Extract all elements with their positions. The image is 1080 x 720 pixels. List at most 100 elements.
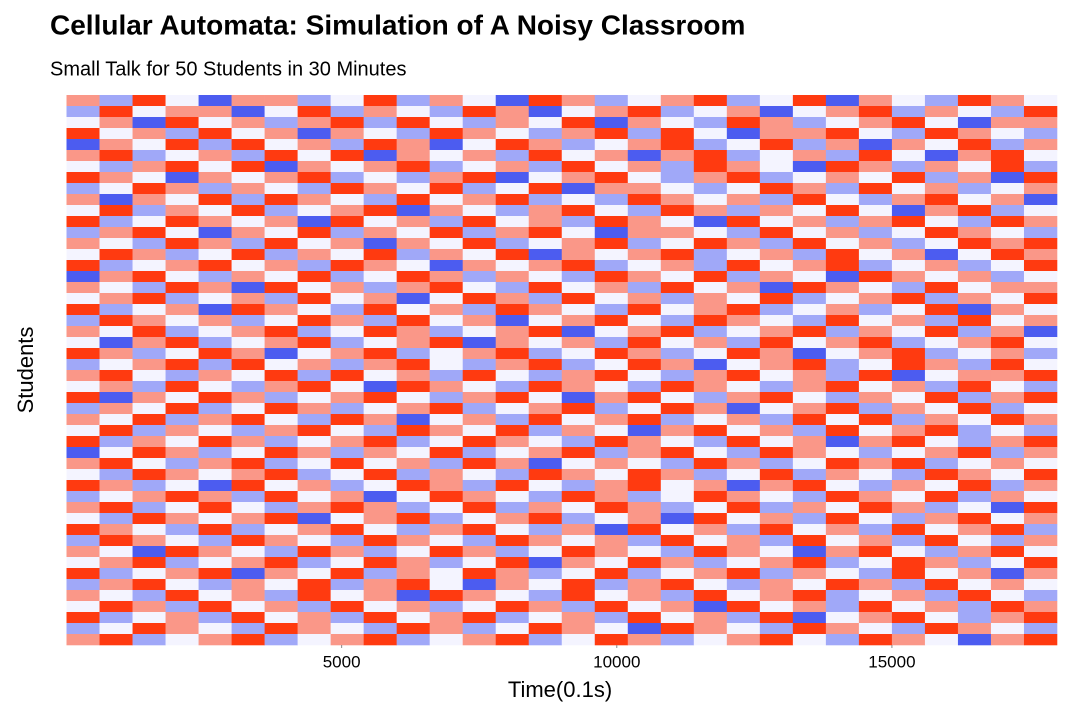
tile bbox=[858, 293, 893, 305]
tile bbox=[957, 238, 992, 250]
tile bbox=[759, 106, 794, 118]
tile bbox=[990, 623, 1025, 635]
tile bbox=[231, 172, 265, 184]
tile bbox=[891, 106, 926, 118]
tile bbox=[660, 150, 695, 162]
tile bbox=[660, 161, 695, 173]
tile bbox=[99, 359, 133, 371]
tile bbox=[858, 359, 893, 371]
tile bbox=[198, 326, 232, 338]
tile bbox=[429, 304, 464, 316]
tile bbox=[759, 293, 794, 305]
tile bbox=[924, 392, 959, 404]
tile bbox=[825, 95, 860, 107]
tile bbox=[231, 458, 265, 470]
tile bbox=[990, 634, 1025, 646]
tile bbox=[363, 161, 397, 173]
tile bbox=[858, 194, 893, 206]
tile bbox=[858, 634, 893, 646]
tile bbox=[693, 326, 728, 338]
tile bbox=[891, 623, 926, 635]
tile bbox=[363, 337, 397, 349]
tile bbox=[957, 535, 992, 547]
tile bbox=[990, 524, 1025, 536]
tile bbox=[495, 370, 530, 382]
tile bbox=[528, 106, 563, 118]
tile bbox=[858, 260, 893, 272]
tile bbox=[594, 315, 629, 327]
tile bbox=[165, 502, 199, 514]
tile bbox=[429, 282, 464, 294]
tile bbox=[462, 480, 497, 492]
tile bbox=[726, 414, 761, 426]
tile bbox=[99, 238, 133, 250]
tile bbox=[165, 436, 199, 448]
tile bbox=[924, 590, 959, 602]
tile bbox=[198, 381, 232, 393]
tile bbox=[792, 128, 827, 140]
tile bbox=[759, 612, 794, 624]
tile bbox=[726, 447, 761, 459]
tile bbox=[858, 381, 893, 393]
tile bbox=[594, 568, 629, 580]
tile bbox=[660, 95, 695, 107]
tile bbox=[594, 392, 629, 404]
tile bbox=[693, 546, 728, 558]
tile bbox=[165, 425, 199, 437]
tile bbox=[363, 634, 397, 646]
tile bbox=[165, 623, 199, 635]
tile bbox=[297, 271, 331, 283]
tile bbox=[825, 194, 860, 206]
tile bbox=[264, 326, 298, 338]
tile bbox=[792, 260, 827, 272]
tile bbox=[429, 194, 464, 206]
tile bbox=[99, 524, 133, 536]
tile bbox=[990, 172, 1025, 184]
tile bbox=[891, 304, 926, 316]
tile bbox=[231, 414, 265, 426]
tile bbox=[99, 128, 133, 140]
tile bbox=[627, 205, 662, 217]
tile bbox=[594, 535, 629, 547]
tile bbox=[396, 139, 430, 151]
tile bbox=[396, 238, 430, 250]
tile bbox=[891, 183, 926, 195]
tile bbox=[165, 513, 199, 525]
tile bbox=[990, 403, 1025, 415]
tile bbox=[363, 128, 397, 140]
tile bbox=[231, 326, 265, 338]
tile bbox=[231, 634, 265, 646]
tile bbox=[792, 370, 827, 382]
tile bbox=[165, 447, 199, 459]
tile bbox=[99, 106, 133, 118]
tile bbox=[495, 557, 530, 569]
tile bbox=[495, 348, 530, 360]
tile bbox=[66, 260, 100, 272]
tile bbox=[594, 260, 629, 272]
tile bbox=[330, 546, 364, 558]
tile bbox=[495, 260, 530, 272]
tile bbox=[891, 436, 926, 448]
tile bbox=[594, 502, 629, 514]
tile bbox=[990, 612, 1025, 624]
tile bbox=[297, 95, 331, 107]
tile bbox=[1023, 436, 1058, 448]
tile bbox=[330, 458, 364, 470]
tile bbox=[297, 205, 331, 217]
tile bbox=[330, 128, 364, 140]
tile bbox=[1023, 172, 1058, 184]
tile bbox=[363, 183, 397, 195]
tile bbox=[726, 502, 761, 514]
tile bbox=[363, 557, 397, 569]
tile bbox=[627, 348, 662, 360]
tile bbox=[528, 590, 563, 602]
tile bbox=[429, 414, 464, 426]
tile bbox=[132, 623, 166, 635]
tile bbox=[132, 425, 166, 437]
tile bbox=[627, 535, 662, 547]
tile bbox=[264, 579, 298, 591]
tile bbox=[759, 326, 794, 338]
tile bbox=[627, 634, 662, 646]
tile bbox=[660, 194, 695, 206]
tile bbox=[528, 458, 563, 470]
